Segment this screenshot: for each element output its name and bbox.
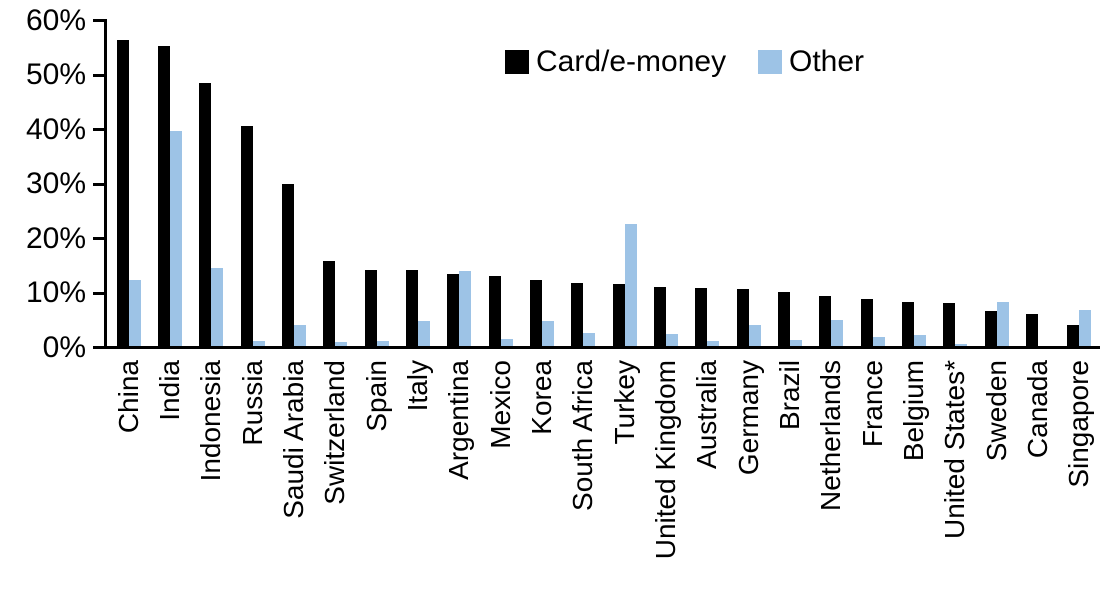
y-tick-mark	[93, 182, 105, 186]
y-tick-mark	[93, 346, 105, 349]
bar-card-e-money	[1067, 325, 1080, 346]
x-axis-label: Germany	[732, 360, 764, 476]
bar-card-e-money	[819, 295, 832, 346]
bar-card-e-money	[902, 301, 914, 346]
bar-other	[707, 340, 720, 346]
y-tick-label: 0%	[42, 330, 86, 364]
y-tick-label: 60%	[25, 3, 86, 37]
bar-card-e-money	[984, 310, 997, 346]
bar-other	[211, 267, 224, 346]
x-axis-label: Mexico	[484, 360, 516, 449]
bar-other	[790, 340, 802, 346]
y-tick-mark	[93, 19, 105, 22]
bar-card-e-money	[736, 288, 749, 346]
bar-other	[335, 341, 348, 346]
bar-other	[624, 223, 637, 346]
bar-other	[128, 279, 141, 346]
y-tick-mark	[93, 237, 105, 240]
x-axis-label: Australia	[691, 360, 723, 469]
bar-card-e-money	[323, 260, 336, 346]
x-axis-label: United Kingdom	[650, 360, 681, 560]
x-axis-label: South Africa	[567, 360, 599, 511]
x-axis-label: Turkey	[608, 360, 640, 445]
bar-card-e-money	[530, 280, 542, 346]
y-tick-mark	[93, 128, 105, 131]
bar-other	[831, 319, 844, 346]
y-tick-mark	[93, 291, 105, 295]
bar-card-e-money	[695, 288, 708, 346]
y-axis-line	[104, 19, 107, 349]
bar-card-e-money	[654, 286, 666, 346]
legend: Card/e-money Other	[0, 0, 1112, 90]
bar-other	[996, 302, 1009, 346]
x-axis-label: Saudi Arabia	[278, 360, 309, 519]
y-tick-label: 30%	[25, 167, 86, 200]
bar-card-e-money	[612, 283, 625, 346]
bar-other	[748, 324, 761, 346]
x-axis-label: Belgium	[898, 360, 929, 462]
x-axis-label: Spain	[360, 360, 392, 432]
legend-swatch-other	[758, 50, 782, 74]
bar-card-e-money	[778, 291, 790, 346]
legend-label-other: Other	[789, 45, 865, 78]
bar-card-e-money	[199, 83, 212, 346]
bar-card-e-money	[1026, 313, 1038, 346]
bar-card-e-money	[240, 125, 253, 346]
x-axis-label: Brazil	[774, 360, 805, 431]
bar-other	[170, 130, 182, 346]
bar-other	[955, 344, 968, 346]
bar-card-e-money	[488, 276, 501, 346]
bar-other	[459, 271, 472, 346]
bar-other	[914, 335, 926, 346]
bar-other	[500, 338, 513, 346]
x-axis-label: Singapore	[1063, 360, 1095, 488]
legend-label-card-e-money: Card/e-money	[536, 45, 727, 78]
x-axis-label: India	[154, 360, 185, 421]
x-axis-line	[104, 346, 1100, 349]
bar-other	[872, 337, 885, 346]
x-axis-label: Indonesia	[195, 360, 227, 482]
bar-other	[1079, 310, 1092, 346]
bar-card-e-money	[447, 273, 460, 346]
bar-other	[418, 320, 430, 346]
bar-other	[666, 334, 678, 346]
x-axis-label: Italy	[402, 360, 433, 412]
bar-card-e-money	[282, 184, 294, 346]
y-tick-label: 50%	[25, 58, 86, 91]
x-axis-label: France	[856, 360, 888, 448]
bar-card-e-money	[943, 303, 956, 346]
y-tick-mark	[93, 73, 105, 77]
x-axis-label: Canada	[1022, 360, 1053, 459]
x-axis-label: Switzerland	[319, 360, 351, 505]
x-axis-label: United States*	[939, 360, 971, 539]
bar-other	[376, 340, 389, 346]
bar-card-e-money	[571, 282, 584, 346]
bar-card-e-money	[364, 269, 377, 346]
x-axis-label: Netherlands	[815, 360, 847, 511]
bar-card-e-money	[406, 270, 418, 346]
x-axis-label: Argentina	[443, 360, 475, 480]
x-axis-label: Sweden	[980, 360, 1012, 462]
x-axis-label: Russia	[236, 360, 268, 446]
x-axis-label: China	[112, 360, 144, 434]
bar-card-e-money	[116, 39, 129, 346]
bar-other	[583, 333, 596, 346]
bar-card-e-money	[860, 299, 873, 346]
bar-other	[542, 321, 554, 346]
bar-other	[294, 324, 306, 346]
y-tick-label: 20%	[25, 221, 86, 255]
bar-card-e-money	[158, 46, 170, 346]
legend-swatch-card-e-money	[505, 50, 529, 74]
x-axis-label: Korea	[526, 360, 557, 435]
bar-other	[252, 340, 265, 346]
y-tick-label: 10%	[25, 276, 86, 309]
y-tick-label: 40%	[25, 112, 86, 146]
